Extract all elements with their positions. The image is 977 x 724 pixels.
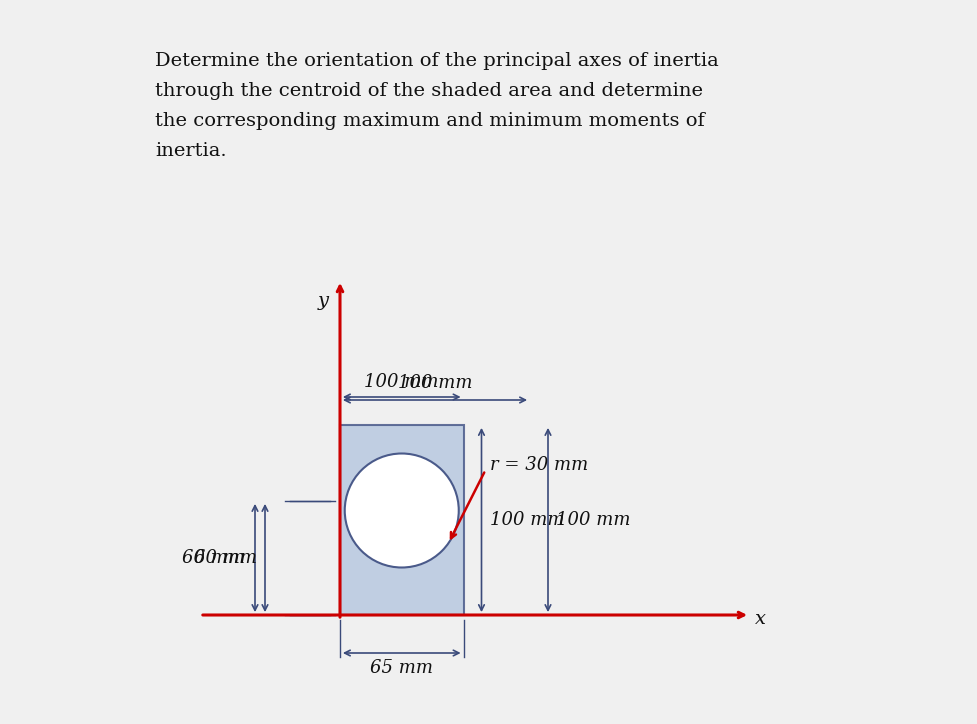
Text: 65 mm: 65 mm xyxy=(370,659,433,677)
Text: 60 mm: 60 mm xyxy=(182,549,245,567)
Text: 100 mm: 100 mm xyxy=(556,511,630,529)
Text: 100 mm: 100 mm xyxy=(398,374,472,392)
Text: r = 30 mm: r = 30 mm xyxy=(490,456,589,474)
Bar xyxy=(340,425,463,615)
Text: 100 mm: 100 mm xyxy=(489,511,564,529)
Text: Determine the orientation of the principal axes of inertia: Determine the orientation of the princip… xyxy=(155,52,719,70)
Text: the corresponding maximum and minimum moments of: the corresponding maximum and minimum mo… xyxy=(155,112,704,130)
Text: through the centroid of the shaded area and determine: through the centroid of the shaded area … xyxy=(155,82,703,100)
Text: 100 mm: 100 mm xyxy=(364,373,439,391)
Circle shape xyxy=(345,453,459,568)
Text: y: y xyxy=(318,292,329,310)
Text: x: x xyxy=(755,610,766,628)
Text: inertia.: inertia. xyxy=(155,142,227,160)
Text: 60 mm: 60 mm xyxy=(194,549,257,567)
